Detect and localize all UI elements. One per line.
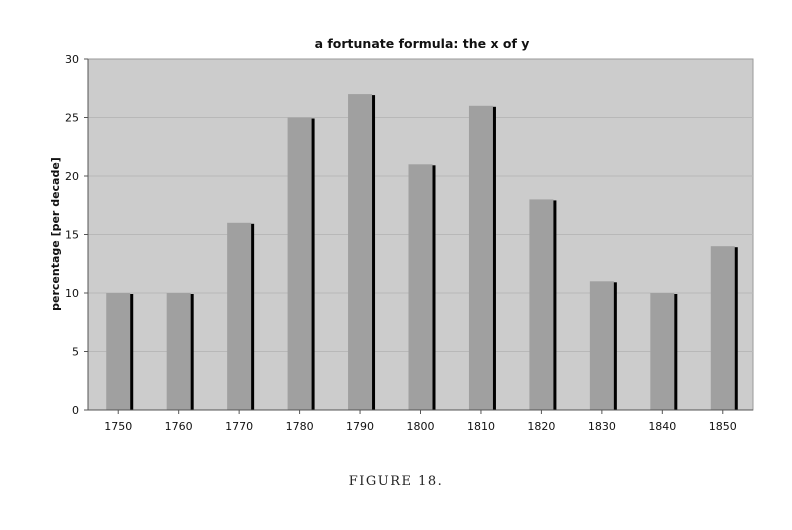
figure-caption: FIGURE 18.: [348, 474, 444, 489]
y-tick-label: 30: [65, 53, 79, 66]
bar-chart: a fortunate formula: the x of y 0 5 10 15 20…: [49, 36, 754, 433]
bar: [166, 293, 191, 410]
chart-title: a fortunate formula: the x of y: [315, 36, 530, 51]
bar: [529, 199, 554, 410]
bar: [589, 281, 614, 410]
bar: [106, 293, 131, 410]
chart-svg: a fortunate formula: the x of y 0 5 10 15 20…: [49, 36, 754, 433]
x-tick-label: 1770: [225, 420, 253, 433]
x-tick-label: 1790: [346, 420, 374, 433]
bars-group: [106, 94, 738, 411]
axes: [84, 58, 753, 414]
x-tick-label: 1800: [407, 420, 435, 433]
bar: [408, 164, 433, 410]
bar: [348, 94, 373, 410]
bar: [468, 105, 493, 411]
bar: [227, 222, 252, 410]
x-tick-label: 1840: [648, 420, 676, 433]
x-tick-label: 1750: [104, 420, 132, 433]
x-tick-labels: 1750 1760 1770 1780 1790 1800 1810 1820 1830 1840…: [104, 420, 737, 433]
y-axis-label: percentage [per decade]: [49, 157, 62, 311]
x-tick-label: 1850: [709, 420, 737, 433]
x-tick-label: 1820: [527, 420, 555, 433]
y-tick-label: 0: [72, 404, 79, 417]
y-tick-labels: 0 5 10 15 20 25 30: [65, 53, 79, 417]
y-tick-label: 5: [72, 346, 79, 359]
x-tick-label: 1780: [286, 420, 314, 433]
x-tick-label: 1810: [467, 420, 495, 433]
bar: [710, 246, 735, 410]
y-tick-label: 10: [65, 287, 79, 300]
x-tick-label: 1830: [588, 420, 616, 433]
y-tick-label: 15: [65, 229, 79, 242]
y-tick-label: 25: [65, 112, 79, 125]
x-tick-label: 1760: [165, 420, 193, 433]
bar: [650, 293, 675, 410]
bar: [287, 117, 312, 410]
y-tick-label: 20: [65, 170, 79, 183]
